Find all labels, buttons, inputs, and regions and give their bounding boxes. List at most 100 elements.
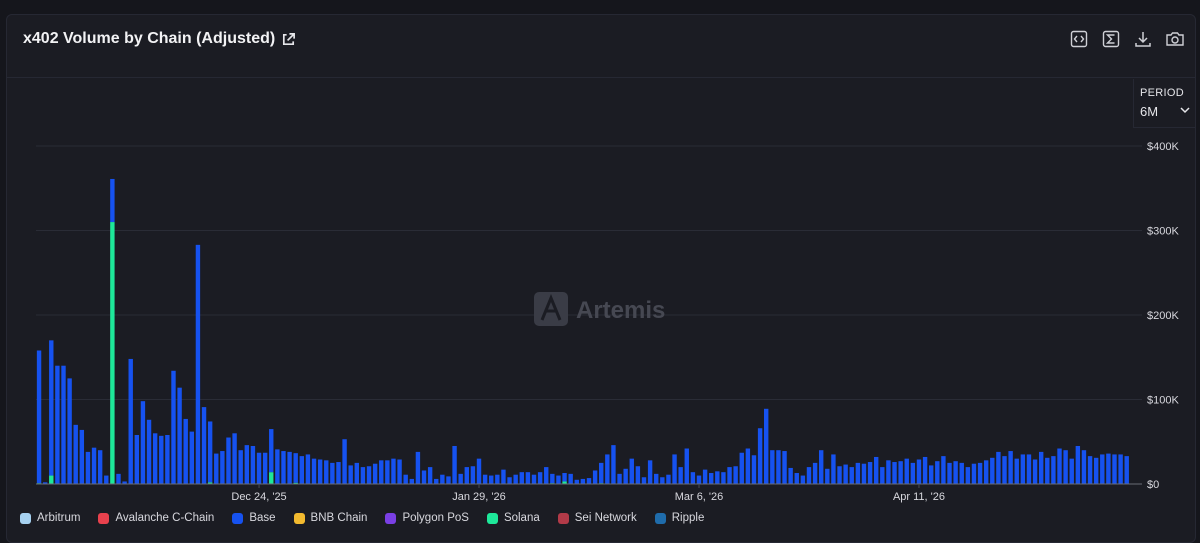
bar-base[interactable] xyxy=(1124,456,1129,485)
bar-base[interactable] xyxy=(709,473,714,484)
bar-base[interactable] xyxy=(91,447,97,485)
bar-base[interactable] xyxy=(159,435,164,484)
bar-base[interactable] xyxy=(898,461,903,485)
bar-base[interactable] xyxy=(825,468,830,484)
bar-base[interactable] xyxy=(647,460,653,484)
bar-base[interactable] xyxy=(971,463,977,484)
bar-base[interactable] xyxy=(128,358,133,484)
bar-base[interactable] xyxy=(776,450,781,484)
bar-base[interactable] xyxy=(977,462,983,485)
bar-base[interactable] xyxy=(317,459,323,485)
bar-base[interactable] xyxy=(104,475,109,484)
bar-base[interactable] xyxy=(415,451,421,484)
bar-base[interactable] xyxy=(61,365,66,484)
bar-base[interactable] xyxy=(207,421,213,483)
bar-base[interactable] xyxy=(721,472,726,484)
bar-base[interactable] xyxy=(311,458,317,484)
bar-base[interactable] xyxy=(250,445,256,484)
bar-base[interactable] xyxy=(764,408,769,484)
bar-base[interactable] xyxy=(880,467,885,484)
bar-base[interactable] xyxy=(293,453,298,483)
bar-base[interactable] xyxy=(782,451,787,484)
bar-base[interactable] xyxy=(623,468,628,484)
bar-base[interactable] xyxy=(635,466,641,484)
bar-base[interactable] xyxy=(1093,457,1099,485)
bar-base[interactable] xyxy=(1075,445,1081,484)
bar-base[interactable] xyxy=(788,467,793,484)
bar-base[interactable] xyxy=(482,474,488,484)
bar-base[interactable] xyxy=(1020,454,1026,484)
bar-base[interactable] xyxy=(1106,453,1111,484)
bar-base[interactable] xyxy=(36,350,42,484)
bar-base[interactable] xyxy=(745,448,751,484)
bar-base[interactable] xyxy=(214,453,219,484)
bar-base[interactable] xyxy=(599,462,604,484)
bar-base[interactable] xyxy=(1051,456,1056,485)
bar-base[interactable] xyxy=(1069,458,1074,484)
bar-base[interactable] xyxy=(965,467,971,484)
bar-base[interactable] xyxy=(654,473,659,484)
bar-base[interactable] xyxy=(409,478,414,484)
bar-base[interactable] xyxy=(849,467,854,484)
legend-item-avalanche[interactable]: Avalanche C-Chain xyxy=(98,512,214,524)
bar-base[interactable] xyxy=(843,464,848,484)
bar-base[interactable] xyxy=(79,429,85,484)
bar-base[interactable] xyxy=(421,470,427,484)
legend-item-base[interactable]: Base xyxy=(232,512,276,524)
bar-base[interactable] xyxy=(177,387,182,484)
bar-base[interactable] xyxy=(379,460,384,484)
bar-base[interactable] xyxy=(672,454,677,484)
bar-base[interactable] xyxy=(183,418,188,484)
legend-item-polygon[interactable]: Polygon PoS xyxy=(385,512,469,524)
bar-base[interactable] xyxy=(757,428,763,484)
bar-base[interactable] xyxy=(611,445,616,484)
bar-base[interactable] xyxy=(195,244,201,484)
bar-base[interactable] xyxy=(562,473,567,482)
bar-base[interactable] xyxy=(397,459,402,485)
bar-base[interactable] xyxy=(1118,454,1123,484)
bar-base[interactable] xyxy=(146,419,152,484)
bar-base[interactable] xyxy=(617,473,622,484)
bar-base[interactable] xyxy=(855,462,861,485)
bar-base[interactable] xyxy=(287,451,292,484)
bar-base[interactable] xyxy=(42,482,48,484)
bar-base[interactable] xyxy=(904,458,909,484)
bar-base[interactable] xyxy=(238,450,243,484)
bar-base[interactable] xyxy=(941,456,946,485)
bar-base[interactable] xyxy=(507,477,512,484)
bar-base[interactable] xyxy=(751,455,757,484)
legend-item-solana[interactable]: Solana xyxy=(486,512,540,524)
bar-base[interactable] xyxy=(134,434,140,484)
bar-base[interactable] xyxy=(1112,454,1117,484)
bar-base[interactable] xyxy=(342,439,347,484)
bar-base[interactable] xyxy=(641,477,647,484)
bar-base[interactable] xyxy=(556,475,561,484)
bar-base[interactable] xyxy=(702,469,708,484)
bar-solana[interactable] xyxy=(293,482,298,484)
bar-base[interactable] xyxy=(232,433,237,484)
bar-base[interactable] xyxy=(299,456,305,485)
bar-base[interactable] xyxy=(922,456,928,484)
bar-base[interactable] xyxy=(935,461,940,485)
bar-base[interactable] xyxy=(1002,456,1007,485)
bar-base[interactable] xyxy=(116,473,121,484)
bar-base[interactable] xyxy=(1026,454,1032,484)
bar-base[interactable] xyxy=(244,445,250,484)
bar-base[interactable] xyxy=(770,450,775,484)
bar-base[interactable] xyxy=(806,467,812,484)
bar-base[interactable] xyxy=(684,448,689,484)
bar-base[interactable] xyxy=(256,452,262,485)
bar-solana[interactable] xyxy=(110,222,115,485)
bar-base[interactable] xyxy=(165,434,170,484)
bar-base[interactable] xyxy=(574,479,579,484)
sum-icon[interactable] xyxy=(1101,29,1121,49)
bar-base[interactable] xyxy=(476,458,482,484)
bar-base[interactable] xyxy=(1063,450,1068,484)
bar-base[interactable] xyxy=(605,454,610,484)
bar-base[interactable] xyxy=(110,178,115,223)
bar-base[interactable] xyxy=(464,467,469,484)
bar-base[interactable] xyxy=(1014,458,1019,484)
download-icon[interactable] xyxy=(1133,29,1153,49)
bar-base[interactable] xyxy=(586,478,592,484)
bar-base[interactable] xyxy=(812,462,818,485)
